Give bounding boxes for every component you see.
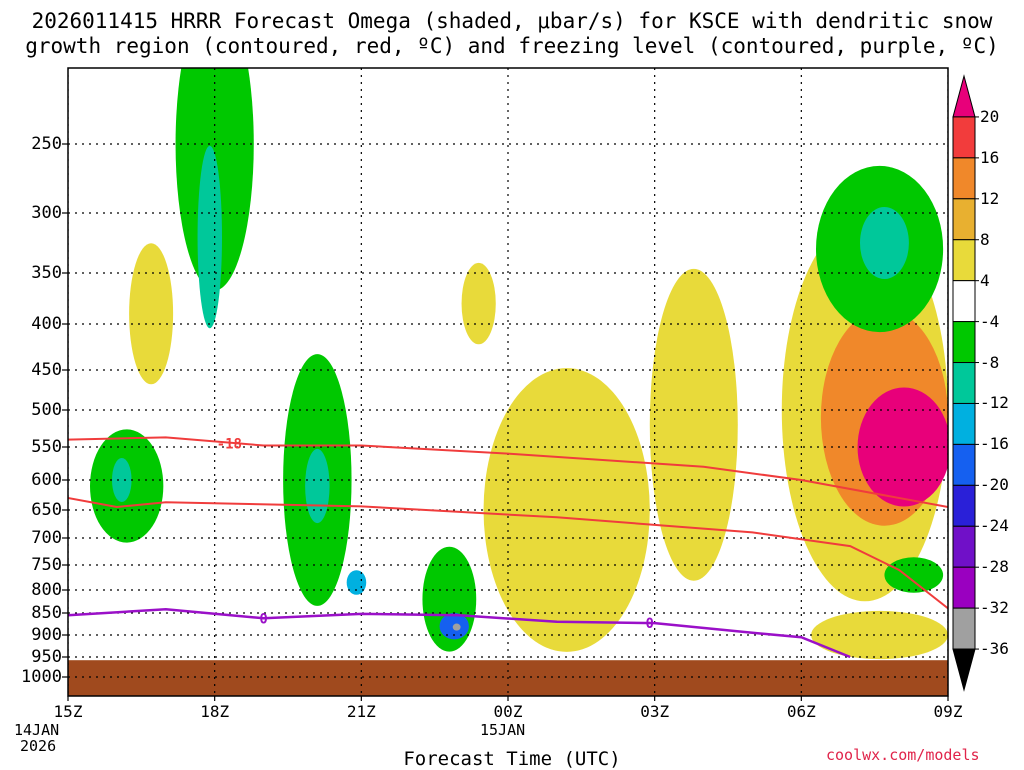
x-tick-label-3: 00Z [493, 702, 523, 721]
y-tick-label-450: 450 [31, 360, 62, 380]
omega-blob-20 [884, 557, 944, 593]
colorbar-label-0: 20 [980, 106, 1000, 126]
colorbar-label-3: 8 [980, 229, 990, 249]
omega-field: -18 0 0 [68, 68, 948, 696]
chart-title-line-1: 2026011415 HRRR Forecast Omega (shaded, … [31, 9, 993, 33]
colorbar-swatch-3 [952, 198, 976, 241]
omega-blob-4 [112, 457, 132, 503]
colorbar-label-6: -8 [980, 352, 1000, 372]
colorbar-label-12: -32 [980, 598, 1009, 618]
colorbar-label-10: -24 [980, 516, 1009, 536]
x-tick-label-0: 15Z [53, 702, 83, 721]
x-tick-label-6: 09Z [933, 702, 963, 721]
omega-blob-19 [811, 610, 948, 660]
y-tick-label-850: 850 [31, 603, 62, 623]
omega-blob-18 [860, 207, 909, 279]
freezing-level-label-1: 0 [646, 616, 654, 632]
colorbar-swatch-9 [952, 443, 976, 486]
colorbar-swatch-2 [952, 157, 976, 200]
y-tick-label-650: 650 [31, 500, 62, 520]
colorbar-swatch-5 [952, 280, 976, 323]
colorbar-cap-bottom [952, 648, 976, 692]
x-tick-label-4: 03Z [640, 702, 670, 721]
colorbar-swatch-4 [952, 239, 976, 282]
colorbar-cap-top [952, 74, 976, 118]
omega-blob-2 [197, 145, 222, 329]
y-tick-label-250: 250 [31, 134, 62, 154]
x-tick-label-5: 06Z [786, 702, 816, 721]
colorbar-swatch-8 [952, 402, 976, 445]
y-tick-label-900: 900 [31, 625, 62, 645]
colorbar-label-2: 12 [980, 188, 1000, 208]
credit-link[interactable]: coolwx.com/models [826, 746, 980, 764]
colorbar-label-1: 16 [980, 147, 1000, 167]
y-tick-label-1000: 1000 [21, 667, 62, 687]
colorbar-swatch-10 [952, 484, 976, 527]
y-tick-label-550: 550 [31, 437, 62, 457]
omega-blob-6 [305, 448, 330, 524]
y-tick-label-950: 950 [31, 647, 62, 667]
omega-blob-10 [452, 623, 461, 631]
y-tick-label-750: 750 [31, 555, 62, 575]
y-tick-label-500: 500 [31, 400, 62, 420]
omega-blob-7 [346, 570, 367, 595]
colorbar-swatch-7 [952, 362, 976, 404]
x-axis-title: Forecast Time (UTC) [403, 748, 621, 770]
colorbar-swatch-6 [952, 321, 976, 364]
x-tick-date-0: 14JAN [14, 721, 60, 739]
omega-blob-13 [461, 262, 496, 345]
dgz-contour-1 [68, 497, 948, 610]
y-tick-label-600: 600 [31, 470, 62, 490]
colorbar-label-5: -4 [980, 311, 1000, 331]
colorbar-swatch-11 [952, 525, 976, 568]
colorbar-swatch-1 [952, 116, 976, 159]
y-tick-label-350: 350 [31, 263, 62, 283]
colorbar-label-13: -36 [980, 639, 1009, 659]
y-tick-label-300: 300 [31, 203, 62, 223]
colorbar-label-9: -20 [980, 475, 1009, 495]
colorbar-label-11: -28 [980, 557, 1009, 577]
colorbar-swatch-13 [952, 607, 976, 650]
colorbar-label-8: -16 [980, 434, 1009, 454]
chart-title-line-2: growth region (contoured, red, ºC) and f… [25, 34, 999, 58]
y-tick-label-700: 700 [31, 528, 62, 548]
x-tick-label-1: 18Z [200, 702, 230, 721]
freezing-level-contour [68, 608, 851, 659]
x-tick-date-3: 15JAN [480, 721, 526, 739]
y-tick-label-800: 800 [31, 580, 62, 600]
x-tick-year-0: 2026 [20, 737, 57, 755]
y-tick-label-400: 400 [31, 314, 62, 334]
dgz-contour-0 [68, 436, 948, 508]
x-tick-label-2: 21Z [346, 702, 376, 721]
colorbar-label-4: 4 [980, 270, 990, 290]
colorbar-label-7: -12 [980, 393, 1009, 413]
dgz-contour-label-0: -18 [217, 437, 242, 453]
omega-blob-0 [129, 243, 174, 385]
freezing-level-label-0: 0 [259, 611, 267, 627]
omega-blob-12 [649, 268, 738, 581]
colorbar-swatch-12 [952, 566, 976, 609]
